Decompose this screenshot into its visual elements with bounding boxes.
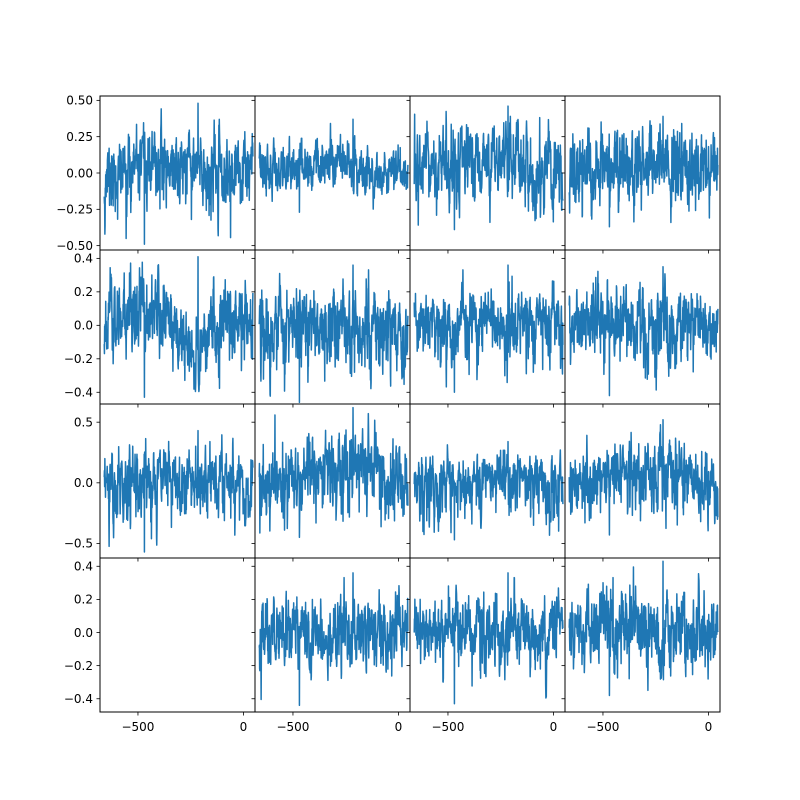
x-tick-label: 0: [705, 720, 713, 734]
x-tick-label: 0: [240, 720, 248, 734]
series-line-r1-c1: [103, 102, 254, 245]
series-line-r3-c3: [413, 440, 564, 541]
x-tick-label: −500: [586, 720, 619, 734]
series-line-r4-c4: [568, 560, 719, 697]
y-tick-label: −0.2: [64, 659, 93, 673]
y-tick-label: 0.4: [74, 560, 93, 574]
y-tick-label: 0.50: [66, 94, 93, 108]
x-tick-label: −500: [276, 720, 309, 734]
y-tick-label: 0.0: [74, 319, 93, 333]
series-line-r4-c2: [258, 572, 409, 707]
series-line-r2-c3: [413, 264, 564, 394]
y-tick-label: 0.5: [74, 415, 93, 429]
series-line-r3-c1: [103, 429, 254, 553]
y-tick-label: 0.0: [74, 476, 93, 490]
y-tick-label: −0.4: [64, 386, 93, 400]
x-tick-label: 0: [550, 720, 558, 734]
series-line-r2-c2: [258, 264, 409, 404]
y-tick-label: 0.4: [74, 252, 93, 266]
series-line-r1-c2: [258, 118, 409, 213]
y-tick-label: 0.00: [66, 166, 93, 180]
x-tick-label: −500: [431, 720, 464, 734]
series-line-r2-c1: [103, 255, 254, 399]
y-tick-label: −0.4: [64, 692, 93, 706]
series-line-r3-c2: [258, 406, 409, 539]
y-tick-label: 0.25: [66, 130, 93, 144]
y-tick-label: −0.2: [64, 352, 93, 366]
y-tick-label: −0.5: [64, 537, 93, 551]
series-line-r2-c4: [568, 265, 719, 397]
series-line-r3-c4: [568, 419, 719, 536]
series-layer: [103, 102, 719, 707]
x-tick-label: −500: [121, 720, 154, 734]
x-tick-label: 0: [395, 720, 403, 734]
series-line-r4-c3: [413, 572, 564, 705]
y-tick-label: 0.2: [74, 593, 93, 607]
y-tick-label: 0.0: [74, 626, 93, 640]
series-line-r1-c3: [413, 105, 564, 231]
y-tick-label: −0.25: [56, 203, 93, 217]
axes-frame-r4-c4: [564, 557, 721, 713]
y-tick-label: −0.50: [56, 239, 93, 253]
axis-ticks: −0.50−0.250.000.250.50−0.4−0.20.00.20.4−…: [56, 94, 712, 734]
series-line-r1-c4: [568, 115, 719, 228]
y-tick-label: 0.2: [74, 285, 93, 299]
